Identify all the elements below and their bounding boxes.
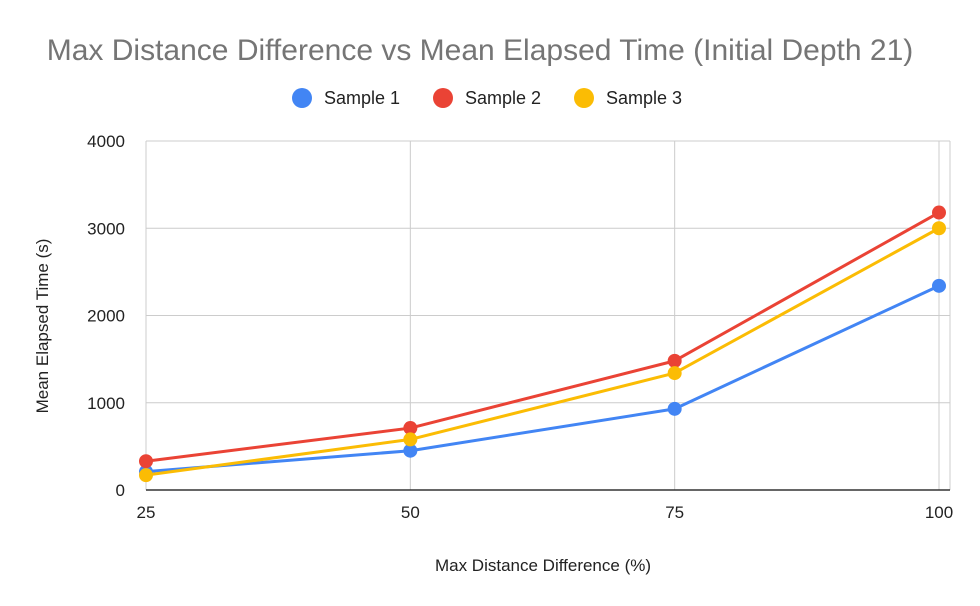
chart-title: Max Distance Difference vs Mean Elapsed … [47,34,914,67]
series-line [145,226,940,477]
legend-label: Sample 1 [324,88,400,108]
legend: Sample 1 Sample 2 Sample 3 [292,88,682,108]
data-point [667,366,682,381]
data-point [139,468,153,483]
data-point [667,401,682,416]
y-tick-label: 0 [116,481,125,500]
data-point [667,353,682,368]
legend-label: Sample 3 [606,88,682,108]
data-point [932,205,946,220]
data-point [403,443,418,458]
x-tick-labels: 25 50 75 100 [137,503,954,522]
series-line [145,211,940,463]
x-tick-label: 100 [925,503,953,522]
legend-item: Sample 2 [433,88,541,108]
series-line [145,284,940,474]
y-axis-title: Mean Elapsed Time (s) [33,239,52,414]
data-point [139,454,153,469]
series-2 [139,205,946,469]
data-point [932,221,946,236]
legend-label: Sample 2 [465,88,541,108]
x-axis-title: Max Distance Difference (%) [435,556,651,575]
legend-swatch [292,88,312,108]
series-layer [139,205,946,483]
legend-swatch [574,88,594,108]
x-tick-label: 25 [137,503,156,522]
series-3 [139,221,946,483]
horizontal-gridlines [146,140,950,404]
y-tick-label: 3000 [87,219,125,238]
x-tick-label: 75 [665,503,684,522]
y-tick-labels: 0 1000 2000 3000 4000 [87,132,125,500]
series-1 [139,278,946,479]
data-point [932,278,946,293]
data-point [403,421,418,436]
y-tick-label: 1000 [87,394,125,413]
legend-item: Sample 1 [292,88,400,108]
legend-swatch [433,88,453,108]
x-tick-label: 50 [401,503,420,522]
y-tick-label: 4000 [87,132,125,151]
legend-item: Sample 3 [574,88,682,108]
data-point [403,432,418,447]
y-tick-label: 2000 [87,307,125,326]
